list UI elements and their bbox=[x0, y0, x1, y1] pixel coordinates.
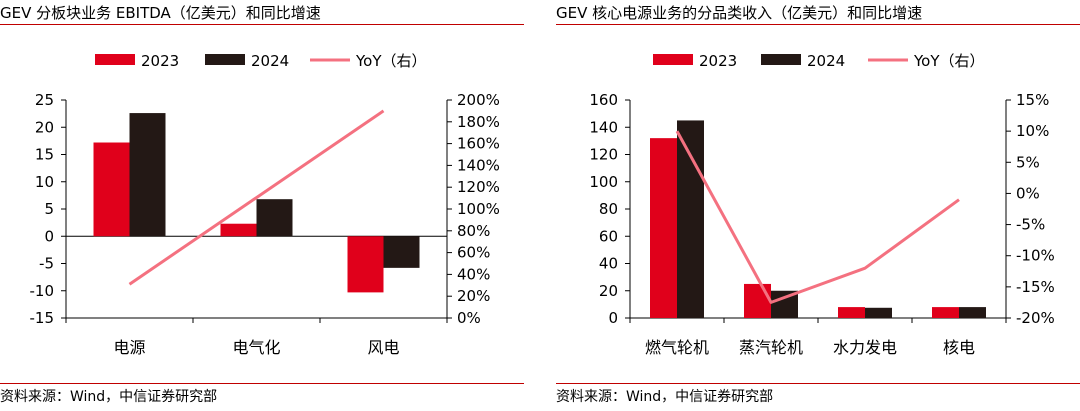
y-right-tick-label: 0% bbox=[1016, 184, 1040, 202]
y-right-tick-label: 100% bbox=[457, 200, 500, 218]
source-rule bbox=[0, 383, 524, 384]
revenue-chart-panel: GEV 核心电源业务的分品类收入（亿美元）和同比增速 2023 2024 YoY（右… bbox=[556, 0, 1080, 411]
y-right-tick-label: -10% bbox=[1016, 247, 1055, 265]
y-right-tick-label: 120% bbox=[457, 178, 500, 196]
y-right-tick-label: 80% bbox=[457, 222, 490, 240]
y-left-tick-label: 20 bbox=[35, 118, 54, 136]
y-left-tick-label: 0 bbox=[44, 227, 54, 245]
bar-2024-1 bbox=[256, 199, 293, 237]
legend-label-1: 2024 bbox=[807, 52, 845, 70]
legend-label-0: 2023 bbox=[699, 52, 737, 70]
y-right-tick-label: 5% bbox=[1016, 153, 1040, 171]
legend-swatch-0 bbox=[95, 54, 135, 65]
ebitda-chart-panel: GEV 分板块业务 EBITDA（亿美元）和同比增速 2023 2024 YoY（右… bbox=[0, 0, 524, 411]
y-left-tick-label: -5 bbox=[39, 255, 54, 273]
y-left-tick-label: 40 bbox=[599, 255, 618, 273]
bar-2023-2 bbox=[347, 236, 384, 293]
title-rule bbox=[0, 24, 524, 25]
y-left-tick-label: 100 bbox=[589, 173, 618, 191]
y-right-tick-label: 60% bbox=[457, 244, 490, 262]
y-right-tick-label: 160% bbox=[457, 135, 500, 153]
x-category-label: 核电 bbox=[943, 338, 975, 357]
bar-2023-1 bbox=[744, 283, 771, 318]
y-left-tick-label: 120 bbox=[589, 146, 618, 164]
yoy-line bbox=[128, 109, 385, 286]
y-left-tick-label: 160 bbox=[589, 91, 618, 109]
y-right-tick-label: 180% bbox=[457, 113, 500, 131]
y-left-tick-label: 10 bbox=[35, 173, 54, 191]
legend-label-2: YoY（右） bbox=[913, 52, 985, 70]
y-left-tick-label: 15 bbox=[35, 146, 54, 164]
x-category-label: 蒸汽轮机 bbox=[739, 338, 803, 357]
title-rule bbox=[556, 24, 1080, 25]
y-right-tick-label: 15% bbox=[1016, 91, 1049, 109]
x-category-label: 电气化 bbox=[232, 338, 280, 357]
y-right-tick-label: -15% bbox=[1016, 278, 1055, 296]
y-right-tick-label: 0% bbox=[457, 309, 481, 327]
yoy-line bbox=[675, 130, 960, 304]
source-note: 资料来源：Wind，中信证券研究部 bbox=[556, 389, 774, 405]
bar-2024-2 bbox=[383, 236, 420, 268]
bar-2023-2 bbox=[838, 307, 865, 318]
y-right-tick-label: 40% bbox=[457, 265, 490, 283]
y-left-tick-label: 0 bbox=[608, 309, 618, 327]
legend-swatch-1 bbox=[761, 54, 801, 65]
x-category-label: 电源 bbox=[113, 338, 145, 357]
bar-2023-1 bbox=[220, 223, 257, 237]
ebitda-chart: 2023 2024 YoY（右） 25 20 15 10 5 0 -5 -10 -15 200% 180%… bbox=[30, 52, 500, 357]
y-right-tick-label: 10% bbox=[1016, 122, 1049, 140]
x-category-label: 水力发电 bbox=[833, 338, 897, 357]
y-right-tick-label: -20% bbox=[1016, 309, 1055, 327]
y-right-tick-label: 200% bbox=[457, 91, 500, 109]
y-left-tick-label: -10 bbox=[30, 282, 55, 300]
source-note: 资料来源：Wind，中信证券研究部 bbox=[0, 389, 218, 405]
chart-title: GEV 核心电源业务的分品类收入（亿美元）和同比增速 bbox=[556, 4, 923, 22]
bar-2024-0 bbox=[677, 120, 704, 318]
bar-2023-0 bbox=[650, 138, 677, 318]
source-rule bbox=[556, 383, 1080, 384]
bar-2024-2 bbox=[865, 307, 892, 318]
legend-swatch-0 bbox=[653, 54, 693, 65]
y-left-tick-label: 20 bbox=[599, 282, 618, 300]
bar-2024-3 bbox=[959, 307, 986, 318]
bar-2023-3 bbox=[932, 307, 959, 318]
bar-2024-0 bbox=[129, 113, 166, 237]
y-left-tick-label: 25 bbox=[35, 91, 54, 109]
y-right-tick-label: 140% bbox=[457, 156, 500, 174]
legend-swatch-1 bbox=[205, 54, 245, 65]
revenue-chart: 2023 2024 YoY（右） 160 140 120 100 80 60 40 20 0 15% 10… bbox=[589, 52, 1055, 357]
bar-2023-0 bbox=[93, 142, 130, 237]
y-left-tick-label: 60 bbox=[599, 227, 618, 245]
x-category-label: 风电 bbox=[367, 338, 399, 357]
y-left-tick-label: 80 bbox=[599, 200, 618, 218]
y-left-tick-label: 5 bbox=[44, 200, 54, 218]
y-left-tick-label: -15 bbox=[30, 309, 55, 327]
y-right-tick-label: -5% bbox=[1016, 216, 1045, 234]
chart-title: GEV 分板块业务 EBITDA（亿美元）和同比增速 bbox=[0, 4, 321, 22]
legend-label-0: 2023 bbox=[141, 52, 179, 70]
x-category-label: 燃气轮机 bbox=[645, 338, 709, 357]
legend-label-1: 2024 bbox=[251, 52, 289, 70]
legend-label-2: YoY（右） bbox=[355, 52, 427, 70]
y-left-tick-label: 140 bbox=[589, 118, 618, 136]
y-right-tick-label: 20% bbox=[457, 287, 490, 305]
